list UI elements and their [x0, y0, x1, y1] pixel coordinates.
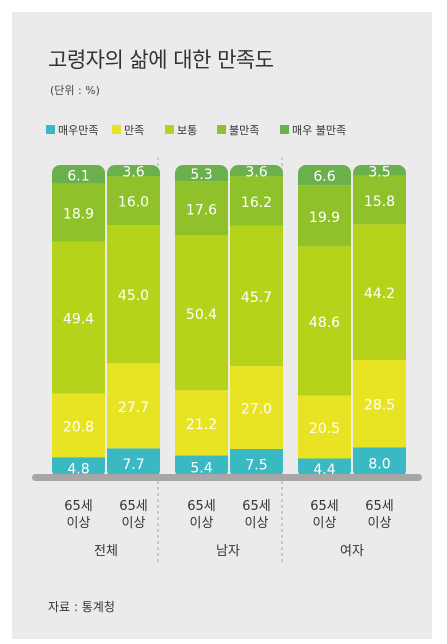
- bar-segment-6-5: [353, 165, 406, 176]
- bar-stack-4: 7.5 27.0 45.7 16.2 3.6: [230, 165, 283, 478]
- data-label-3-5: 5.3: [190, 167, 212, 183]
- data-label-4-4: 16.2: [241, 195, 272, 211]
- legend-swatch-2: [112, 125, 121, 134]
- data-label-4-3: 45.7: [241, 290, 272, 306]
- bar-segment-2-5: [107, 165, 160, 177]
- legend-swatch-4: [217, 125, 226, 134]
- data-label-1-1: 4.8: [67, 462, 89, 478]
- bar-label-1: 65세 이상: [64, 499, 93, 531]
- bar-segments-5: [298, 165, 351, 478]
- bar-segments-4: [230, 165, 283, 478]
- legend-swatch-1: [46, 125, 55, 134]
- bar-segment-5-1: [298, 458, 351, 478]
- data-label-3-3: 50.4: [186, 307, 217, 323]
- bar-segment-6-4: [353, 175, 406, 225]
- data-label-2-4: 16.0: [118, 195, 149, 211]
- data-label-6-2: 28.5: [364, 398, 395, 414]
- bar-segment-4-3: [230, 225, 283, 367]
- bar-segment-5-2: [298, 395, 351, 459]
- bar-segments-2: [107, 165, 160, 478]
- unit-label: (단위 : %): [50, 84, 100, 97]
- bar-segment-3-1: [175, 455, 228, 478]
- bar-segment-6-2: [353, 359, 406, 448]
- data-label-5-5: 6.6: [313, 169, 335, 185]
- legend-label-1: 매우만족: [58, 124, 98, 137]
- legend-label-2: 만족: [124, 124, 144, 137]
- data-label-4-5: 3.6: [245, 165, 267, 181]
- data-label-4-1: 7.5: [245, 457, 267, 473]
- data-label-6-4: 15.8: [364, 194, 395, 210]
- legend-swatch-3: [165, 125, 174, 134]
- bar-segment-4-4: [230, 176, 283, 226]
- bar-segment-1-1: [52, 457, 105, 478]
- group-label-3: 여자: [340, 544, 364, 559]
- bar-segment-2-3: [107, 225, 160, 364]
- bar-label-6: 65세 이상: [365, 499, 394, 531]
- bar-segment-1-3: [52, 241, 105, 394]
- bar-segment-1-5: [52, 165, 105, 184]
- data-label-2-5: 3.6: [122, 165, 144, 181]
- data-label-5-2: 20.5: [309, 421, 340, 437]
- data-label-4-2: 27.0: [241, 402, 272, 418]
- bar-segment-1-4: [52, 183, 105, 242]
- source-note: 자료 : 통계청: [48, 600, 115, 614]
- bar-segment-4-1: [230, 448, 283, 478]
- baseline-bar: [32, 474, 422, 481]
- bar-segment-4-2: [230, 366, 283, 449]
- bar-stack-2: 7.7 27.7 45.0 16.0 3.6: [107, 165, 160, 478]
- chart-title: 고령자의 삶에 대한 만족도: [48, 48, 274, 72]
- bar-segment-5-5: [298, 165, 351, 186]
- data-label-6-1: 8.0: [368, 457, 390, 473]
- bar-segment-4-5: [230, 165, 283, 177]
- bar-segment-3-5: [175, 165, 228, 182]
- bar-segment-2-2: [107, 363, 160, 449]
- stacked-bar-chart: 매우만족 만족 보통 불만족 매우 불만족 4.8 20.8 49.4 18.9 6.1 65세 이상…: [32, 124, 422, 562]
- bar-segment-3-2: [175, 390, 228, 456]
- bar-segment-3-4: [175, 181, 228, 236]
- legend-label-4: 불만족: [229, 124, 259, 137]
- bar-stack-6: 8.0 28.5 44.2 15.8 3.5: [353, 164, 406, 478]
- data-label-2-2: 27.7: [118, 400, 149, 416]
- data-label-1-5: 6.1: [67, 168, 89, 184]
- bar-segment-6-3: [353, 224, 406, 360]
- bar-segment-3-3: [175, 235, 228, 391]
- bar-segments-3: [175, 165, 228, 478]
- data-label-3-1: 5.4: [190, 461, 212, 477]
- data-label-2-1: 7.7: [122, 457, 144, 473]
- data-label-6-3: 44.2: [364, 286, 395, 302]
- bar-label-4: 65세 이상: [242, 499, 271, 531]
- bar-segments-1: [52, 165, 105, 478]
- data-label-1-4: 18.9: [63, 207, 94, 223]
- bar-label-5: 65세 이상: [310, 499, 339, 531]
- chart-card: 고령자의 삶에 대한 만족도 (단위 : %) 매우만족 만족 보통 불만족 매우 불만…: [12, 12, 432, 639]
- data-label-6-5: 3.5: [368, 164, 390, 180]
- legend-label-5: 매우 불만족: [292, 124, 346, 137]
- bar-segment-5-3: [298, 246, 351, 396]
- bar-label-2: 65세 이상: [119, 499, 148, 531]
- legend-swatch-5: [280, 125, 289, 134]
- bar-stack-3: 5.4 21.2 50.4 17.6 5.3: [175, 165, 228, 478]
- bar-segment-6-1: [353, 447, 406, 478]
- data-label-2-3: 45.0: [118, 288, 149, 304]
- bar-segment-5-4: [298, 185, 351, 247]
- bar-segment-2-4: [107, 176, 160, 226]
- data-label-3-2: 21.2: [186, 417, 217, 433]
- data-label-1-2: 20.8: [63, 419, 94, 435]
- group-label-2: 남자: [216, 544, 240, 559]
- data-label-5-3: 48.6: [309, 315, 340, 331]
- legend-label-3: 보통: [177, 124, 197, 137]
- bar-label-3: 65세 이상: [187, 499, 216, 531]
- bar-stack-5: 4.420.548.619.96.6: [298, 165, 351, 478]
- data-label-3-4: 17.6: [186, 202, 217, 218]
- bar-segment-1-2: [52, 393, 105, 458]
- bar-segment-2-1: [107, 448, 160, 478]
- bar-segments-6: [353, 165, 406, 478]
- data-label-5-4: 19.9: [309, 210, 340, 226]
- bar-stack-1: 4.8 20.8 49.4 18.9 6.1: [52, 165, 105, 478]
- group-label-1: 전체: [94, 544, 118, 559]
- data-label-1-3: 49.4: [63, 312, 94, 328]
